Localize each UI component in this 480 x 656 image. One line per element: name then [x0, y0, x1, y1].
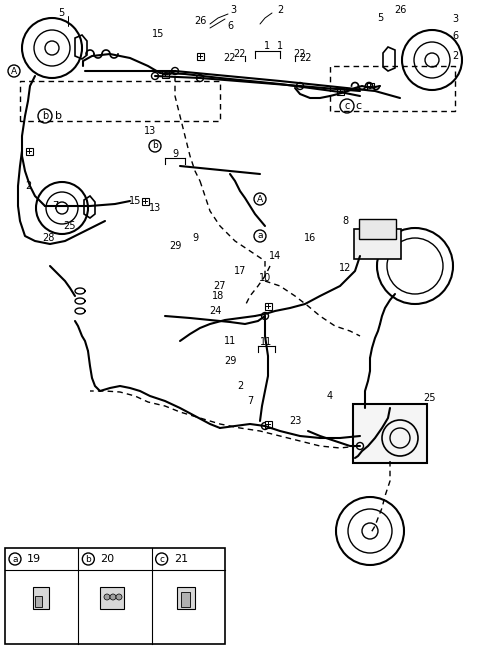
Text: c: c	[344, 101, 350, 111]
Circle shape	[297, 83, 303, 89]
Text: 1: 1	[264, 41, 270, 51]
Text: 13: 13	[144, 126, 156, 136]
Text: 2: 2	[452, 51, 458, 61]
Text: 7: 7	[247, 396, 253, 406]
Text: 26: 26	[394, 5, 406, 15]
Text: 11: 11	[224, 336, 236, 346]
Circle shape	[357, 443, 363, 449]
FancyBboxPatch shape	[177, 587, 195, 609]
Text: 13: 13	[149, 203, 161, 213]
FancyBboxPatch shape	[353, 404, 427, 463]
Text: c: c	[159, 554, 164, 564]
FancyBboxPatch shape	[33, 587, 48, 609]
Text: c: c	[355, 101, 361, 111]
FancyBboxPatch shape	[100, 587, 124, 609]
Text: 4: 4	[327, 391, 333, 401]
Text: 1: 1	[277, 41, 283, 51]
Text: 11: 11	[260, 337, 272, 347]
Text: A: A	[257, 194, 263, 203]
Text: A: A	[11, 66, 17, 75]
Text: a: a	[257, 232, 263, 241]
Text: 17: 17	[234, 266, 246, 276]
Text: 12: 12	[339, 263, 351, 273]
FancyBboxPatch shape	[336, 87, 344, 94]
Text: 27: 27	[214, 281, 226, 291]
Text: 25: 25	[424, 393, 436, 403]
Text: 15: 15	[152, 29, 164, 39]
FancyBboxPatch shape	[25, 148, 33, 155]
Text: 22: 22	[294, 49, 306, 59]
Text: 2: 2	[277, 5, 283, 15]
Text: a: a	[12, 554, 18, 564]
Text: 25: 25	[64, 221, 76, 231]
Text: 22: 22	[299, 53, 311, 63]
Text: b: b	[42, 111, 48, 121]
Circle shape	[110, 594, 116, 600]
FancyBboxPatch shape	[142, 197, 148, 205]
Text: 26: 26	[194, 16, 206, 26]
Text: 29: 29	[224, 356, 236, 366]
Circle shape	[262, 422, 268, 430]
Text: 9: 9	[172, 149, 178, 159]
Circle shape	[104, 594, 110, 600]
FancyBboxPatch shape	[264, 302, 272, 310]
FancyBboxPatch shape	[264, 420, 272, 428]
Text: 29: 29	[169, 241, 181, 251]
Text: 15: 15	[129, 196, 141, 206]
FancyBboxPatch shape	[181, 592, 190, 607]
Text: b: b	[85, 554, 91, 564]
FancyBboxPatch shape	[35, 596, 42, 607]
Text: 10: 10	[259, 273, 271, 283]
FancyBboxPatch shape	[5, 548, 225, 644]
Text: 5: 5	[58, 8, 64, 18]
Text: 8: 8	[342, 216, 348, 226]
FancyBboxPatch shape	[359, 219, 396, 239]
Text: 2: 2	[25, 181, 31, 191]
Circle shape	[171, 68, 179, 75]
Text: 6: 6	[452, 31, 458, 41]
FancyBboxPatch shape	[196, 52, 204, 60]
Text: 21: 21	[174, 554, 188, 564]
Text: 5: 5	[377, 13, 383, 23]
Text: b: b	[55, 111, 62, 121]
Text: 6: 6	[227, 21, 233, 31]
Text: 20: 20	[100, 554, 114, 564]
Text: 7: 7	[52, 201, 58, 211]
Text: 22: 22	[224, 53, 236, 63]
Text: b: b	[152, 142, 158, 150]
Text: 18: 18	[212, 291, 224, 301]
Circle shape	[152, 73, 158, 79]
Text: 28: 28	[42, 233, 54, 243]
Circle shape	[262, 312, 268, 319]
Text: 22: 22	[234, 49, 246, 59]
Text: 9: 9	[192, 233, 198, 243]
Text: 3: 3	[452, 14, 458, 24]
FancyBboxPatch shape	[161, 70, 168, 77]
Circle shape	[116, 594, 122, 600]
FancyBboxPatch shape	[354, 229, 401, 259]
Text: 19: 19	[27, 554, 41, 564]
Text: 24: 24	[209, 306, 221, 316]
Text: 3: 3	[230, 5, 236, 15]
Text: 14: 14	[269, 251, 281, 261]
Circle shape	[196, 75, 204, 81]
Text: 23: 23	[289, 416, 301, 426]
FancyBboxPatch shape	[367, 83, 373, 89]
Text: 2: 2	[237, 381, 243, 391]
Text: 16: 16	[304, 233, 316, 243]
